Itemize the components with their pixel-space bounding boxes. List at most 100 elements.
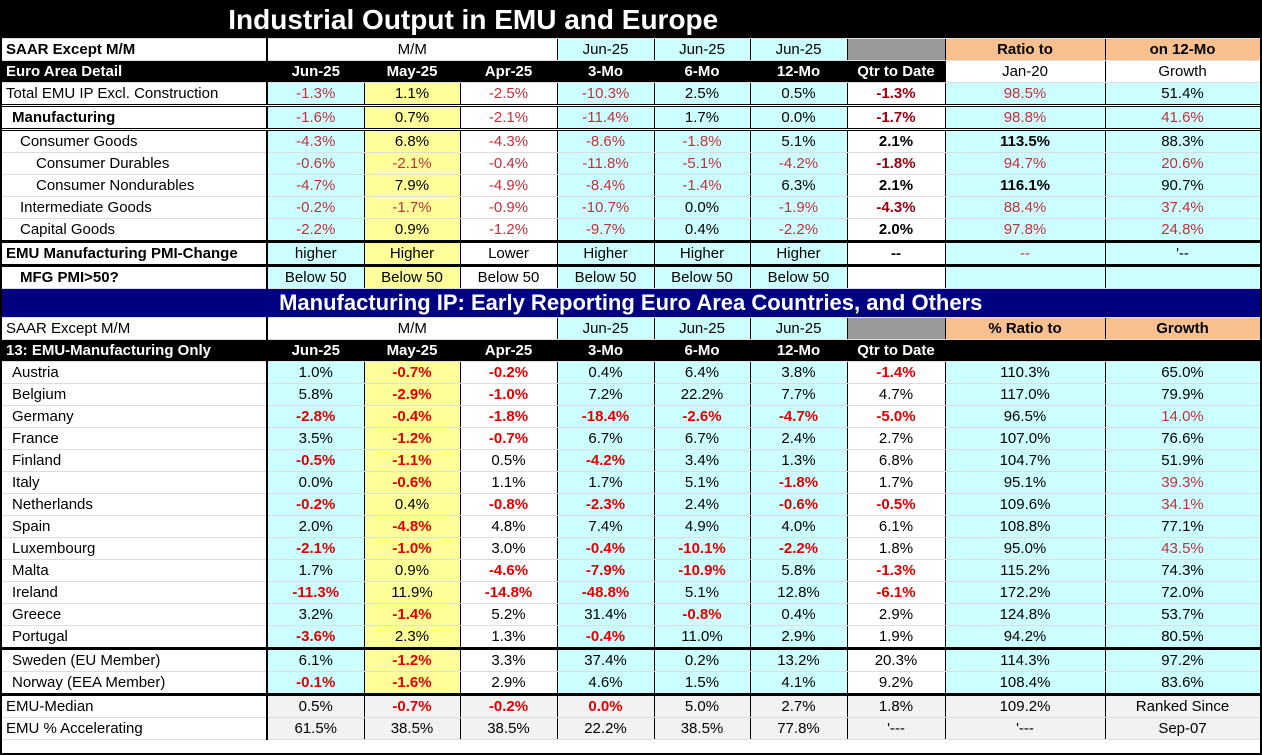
value-cell: -- (847, 240, 946, 266)
period-header: Jun-25 (750, 38, 848, 61)
value-cell: 1.5% (654, 671, 751, 695)
value-cell: -6.1% (847, 581, 946, 604)
value-cell: 4.1% (750, 671, 848, 695)
row-label: Ireland (2, 581, 268, 604)
value-cell: -- (945, 240, 1106, 266)
value-cell: -0.4% (557, 625, 655, 649)
value-cell: 0.0% (654, 196, 751, 219)
value-cell: -11.3% (267, 581, 365, 604)
value-cell: 117.0% (945, 383, 1106, 406)
value-cell: 7.9% (364, 174, 461, 197)
value-cell: 114.3% (945, 647, 1106, 672)
value-cell: 4.0% (750, 515, 848, 538)
value-cell: -4.2% (750, 152, 848, 175)
value-cell: 1.9% (847, 625, 946, 649)
rank-header: Rankings (1105, 2, 1260, 39)
data-row: Finland -0.5% -1.1% 0.5% -4.2% 3.4% 1.3% 6.8% 10… (2, 449, 1260, 472)
value-cell: -1.2% (364, 647, 461, 672)
value-cell: 0.0% (267, 471, 365, 494)
value-cell: Higher (364, 240, 461, 266)
blank-header (847, 38, 946, 61)
value-cell: Sep-07 (1105, 717, 1260, 740)
value-cell: -4.8% (364, 515, 461, 538)
value-cell: 98.8% (945, 104, 1106, 130)
value-cell: 4.9% (654, 515, 751, 538)
value-cell: -0.2% (267, 493, 365, 516)
value-cell: 6.1% (847, 515, 946, 538)
value-cell: -1.4% (364, 603, 461, 626)
value-cell: Higher (654, 240, 751, 266)
value-cell: -2.1% (460, 104, 558, 130)
header-row-saar: SAAR Except M/M M/M Jun-25 Jun-25 Jun-25 Rati… (2, 38, 1260, 61)
value-cell: 5.1% (654, 581, 751, 604)
value-cell: 39.3% (1105, 471, 1260, 494)
detail-label: Euro Area Detail (2, 60, 268, 83)
data-row: Portugal -3.6% 2.3% 1.3% -0.4% 11.0% 2.9% 1.9% 9… (2, 625, 1260, 649)
value-cell: -4.2% (557, 449, 655, 472)
value-cell: -11.4% (557, 104, 655, 130)
data-row: Austria 1.0% -0.7% -0.2% 0.4% 6.4% 3.8% -1.4% 11… (2, 361, 1260, 384)
value-cell: -1.7% (847, 104, 946, 130)
value-cell: -1.9% (750, 196, 848, 219)
header-row-columns: 13: EMU-Manufacturing Only Jun-25 May-25 Ap… (2, 339, 1260, 362)
value-cell: 61.5% (267, 717, 365, 740)
value-cell: Below 50 (460, 264, 558, 289)
value-cell: 109.6% (945, 493, 1106, 516)
ratio-header: Jan-20 (945, 339, 1106, 362)
value-cell: 5.8% (267, 383, 365, 406)
value-cell: 97.2% (1105, 647, 1260, 672)
saar-label: SAAR Except M/M (2, 38, 268, 61)
data-row: EMU-Median 0.5% -0.7% -0.2% 0.0% 5.0% 2.7% 1.8%… (2, 693, 1260, 718)
value-cell: 38.5% (364, 717, 461, 740)
value-cell: -2.2% (267, 218, 365, 242)
value-cell: 6.8% (847, 449, 946, 472)
value-cell: 0.7% (364, 104, 461, 130)
period-header: Jun-25 (750, 317, 848, 340)
value-cell: 7.7% (750, 383, 848, 406)
value-cell: 98.5% (945, 82, 1106, 106)
value-cell: -0.1% (267, 671, 365, 695)
value-cell: 37.4% (1105, 196, 1260, 219)
rank-header: on 12-Mo (1105, 38, 1260, 61)
ratio-header: Jan-20 (945, 60, 1106, 83)
value-cell: 2.7% (750, 693, 848, 718)
column-header: 12-Mo (750, 339, 848, 362)
value-cell: 2.9% (750, 625, 848, 649)
detail-label: 13: EMU-Manufacturing Only (2, 339, 268, 362)
value-cell: 115.2% (945, 559, 1106, 582)
value-cell: 124.8% (945, 603, 1106, 626)
header-row-saar: SAAR Except M/M M/M Jun-25 Jun-25 Jun-25% Ra… (2, 317, 1260, 340)
data-row: Consumer Nondurables -4.7% 7.9% -4.9% -8.4% -… (2, 174, 1260, 197)
period-header: Jun-25 (557, 317, 655, 340)
data-row: Belgium 5.8% -2.9% -1.0% 7.2% 22.2% 7.7% 4.7% 11… (2, 383, 1260, 406)
value-cell: -14.8% (460, 581, 558, 604)
value-cell: 14.0% (1105, 405, 1260, 428)
value-cell: 88.3% (1105, 128, 1260, 153)
data-row: Luxembourg -2.1% -1.0% 3.0% -0.4% -10.1% -2.2%… (2, 537, 1260, 560)
value-cell: 6.4% (654, 361, 751, 384)
value-cell: 5.1% (750, 128, 848, 153)
value-cell: -1.2% (460, 218, 558, 242)
value-cell: 3.5% (267, 427, 365, 450)
value-cell: -4.3% (847, 196, 946, 219)
value-cell: 65.0% (1105, 361, 1260, 384)
value-cell: 51.9% (1105, 449, 1260, 472)
value-cell: -2.6% (654, 405, 751, 428)
rank-header: Rate Rank (1105, 339, 1260, 362)
value-cell: -1.4% (847, 361, 946, 384)
value-cell: -10.9% (654, 559, 751, 582)
value-cell: -0.8% (654, 603, 751, 626)
value-cell: 88.4% (945, 196, 1106, 219)
value-cell: 5.2% (460, 603, 558, 626)
value-cell: -10.1% (654, 537, 751, 560)
value-cell: -1.2% (364, 427, 461, 450)
value-cell: -1.7% (364, 196, 461, 219)
data-row: Ireland -11.3% 11.9% -14.8% -48.8% 5.1% 12.8% -… (2, 581, 1260, 604)
value-cell: -0.9% (460, 196, 558, 219)
value-cell: -1.3% (267, 82, 365, 106)
column-header: Qtr to Date (847, 60, 946, 83)
column-header: 6-Mo (654, 60, 751, 83)
row-label: Consumer Goods (2, 128, 268, 153)
value-cell: 0.4% (364, 493, 461, 516)
value-cell: 20.3% (847, 647, 946, 672)
